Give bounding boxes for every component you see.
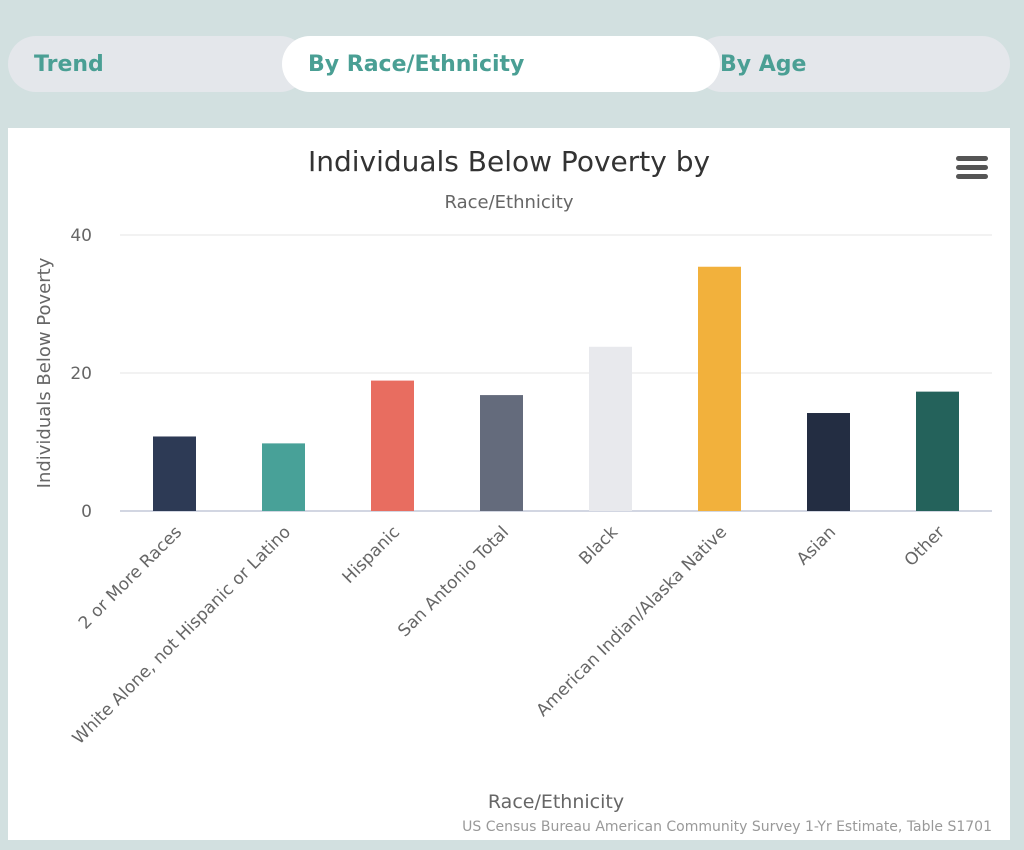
- tab-by-age[interactable]: By Age: [694, 36, 1010, 92]
- tab-by-race-ethnicity-label: By Race/Ethnicity: [308, 51, 525, 77]
- menu-line: [956, 174, 988, 179]
- bar[interactable]: [153, 436, 196, 511]
- tab-trend-label: Trend: [34, 51, 104, 77]
- x-axis-label: Race/Ethnicity: [488, 791, 624, 813]
- bar-chart: Individuals Below Poverty by Race/Ethnic…: [34, 145, 992, 835]
- x-tick-label: Other: [901, 522, 949, 570]
- menu-line: [956, 165, 988, 170]
- chart-title: Individuals Below Poverty by: [308, 145, 710, 178]
- x-tick-label: Black: [575, 522, 622, 569]
- bar[interactable]: [262, 443, 305, 511]
- bar[interactable]: [698, 266, 741, 511]
- x-tick-label: White Alone, not Hispanic or Latino: [69, 522, 295, 748]
- chart-subtitle: Race/Ethnicity: [444, 192, 573, 213]
- x-tick-label: 2 or More Races: [75, 522, 186, 633]
- tab-by-race-ethnicity[interactable]: By Race/Ethnicity: [282, 36, 720, 92]
- tab-by-age-label: By Age: [720, 51, 807, 77]
- x-tick-label: Asian: [793, 522, 840, 569]
- tab-trend[interactable]: Trend: [8, 36, 308, 92]
- menu-line: [956, 156, 988, 161]
- chart-card: Individuals Below Poverty by Race/Ethnic…: [8, 128, 1010, 840]
- x-tick-label: San Antonio Total: [394, 522, 513, 641]
- bar[interactable]: [916, 391, 959, 511]
- x-tick-label: Hispanic: [339, 522, 404, 587]
- chart-menu-icon[interactable]: [956, 156, 988, 182]
- y-axis-label: Individuals Below Poverty: [34, 257, 55, 488]
- bar[interactable]: [589, 346, 632, 511]
- chart-credits: US Census Bureau American Community Surv…: [462, 819, 992, 835]
- y-tick-label: 20: [70, 364, 92, 384]
- tab-bar: Trend By Age By Race/Ethnicity: [8, 36, 1010, 92]
- x-tick-label: American Indian/Alaska Native: [533, 522, 731, 720]
- bar[interactable]: [480, 395, 523, 511]
- y-tick-label: 40: [70, 226, 92, 246]
- bar[interactable]: [807, 413, 850, 511]
- y-tick-label: 0: [81, 502, 92, 522]
- bar[interactable]: [371, 380, 414, 511]
